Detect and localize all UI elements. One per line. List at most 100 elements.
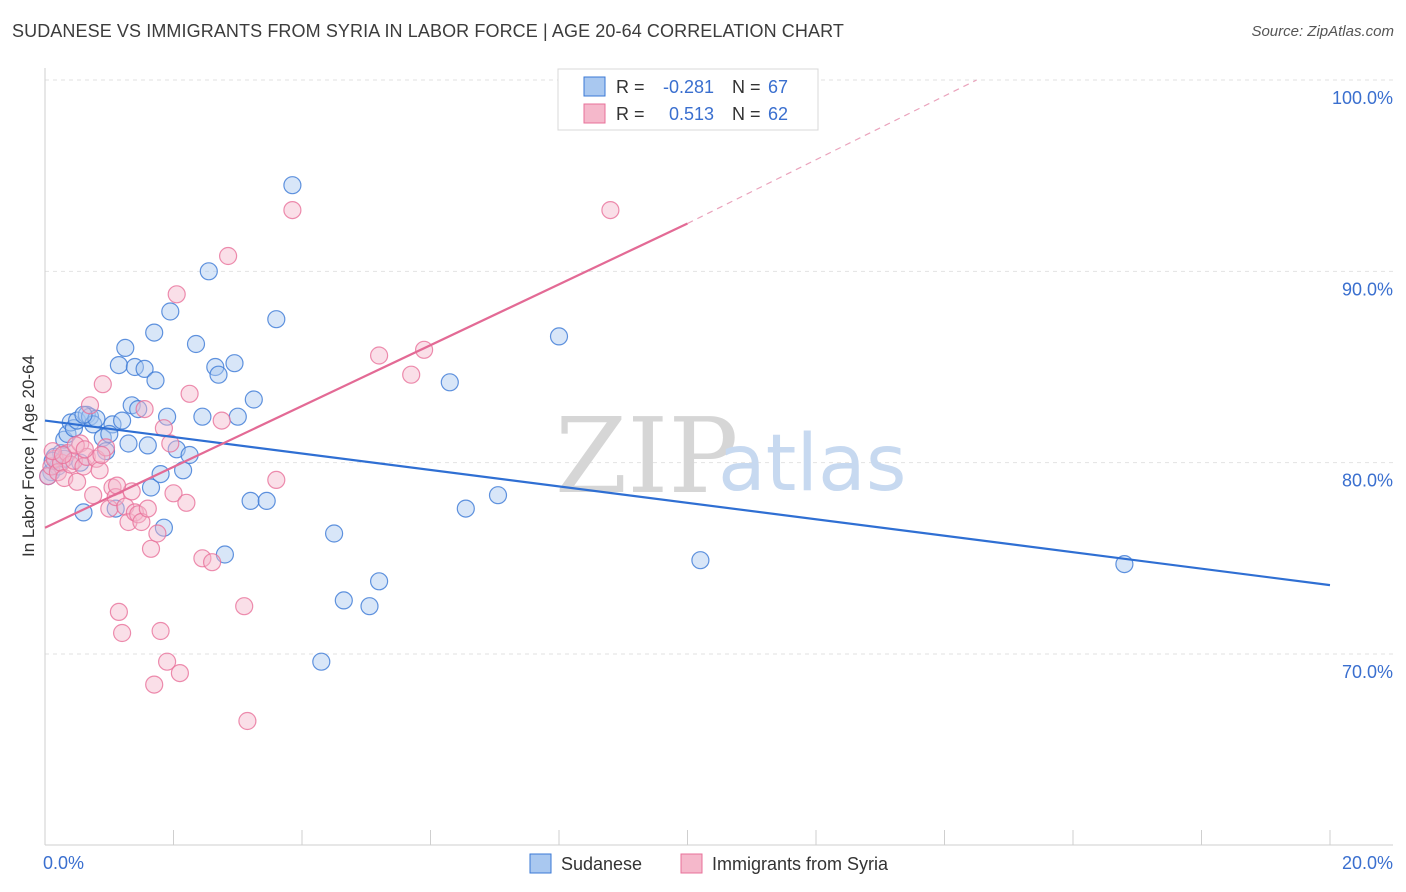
bottom-legend-label-sudanese: Sudanese xyxy=(561,854,642,874)
syria-point-16 xyxy=(90,461,109,480)
syria-point-45 xyxy=(203,553,222,572)
syria-point-52 xyxy=(370,346,389,365)
bottom-legend-swatch-sudanese xyxy=(529,853,552,874)
syria-point-32 xyxy=(141,539,161,558)
syria-point-41 xyxy=(170,663,189,683)
legend-r-label-1: R = xyxy=(616,77,645,97)
sudanese-point-50 xyxy=(283,176,302,195)
y-tick-label-100: 100.0% xyxy=(1332,88,1393,108)
syria-point-19 xyxy=(100,499,119,518)
sudanese-point-49 xyxy=(267,310,286,329)
sudanese-point-38 xyxy=(186,334,206,354)
sudanese-point-28 xyxy=(141,478,161,497)
syria-point-37 xyxy=(158,652,177,671)
sudanese-point-45 xyxy=(228,407,247,426)
bottom-legend: Sudanese Immigrants from Syria xyxy=(529,853,889,874)
sudanese-point-21 xyxy=(116,338,135,357)
sudanese-point-42 xyxy=(209,365,228,384)
sudanese-point-34 xyxy=(161,302,180,321)
y-tick-label-90: 90.0% xyxy=(1342,279,1393,299)
syria-point-60 xyxy=(92,445,111,465)
trend-lines xyxy=(44,79,1331,587)
sudanese-point-44 xyxy=(225,354,244,373)
y-tick-label-80: 80.0% xyxy=(1342,471,1393,491)
series-syria-points xyxy=(39,201,620,731)
legend-swatch-pink xyxy=(583,103,606,124)
sudanese-point-29 xyxy=(145,323,164,342)
legend-r-value-2: 0.513 xyxy=(669,104,714,124)
sudanese-point-59 xyxy=(549,327,569,346)
syria-point-0 xyxy=(39,467,58,486)
legend-box: R = -0.281 N = 67 R = 0.513 N = 62 xyxy=(557,68,819,131)
legend-n-value-2: 62 xyxy=(768,104,788,124)
syria-point-9 xyxy=(67,472,87,491)
syria-point-48 xyxy=(235,597,254,616)
sudanese-point-57 xyxy=(456,499,475,518)
sudanese-point-39 xyxy=(193,407,212,426)
syria-point-35 xyxy=(151,621,170,641)
syria-point-49 xyxy=(238,711,257,731)
sudanese-point-30 xyxy=(146,371,165,390)
legend-n-label-2: N = xyxy=(732,104,761,124)
syria-point-17 xyxy=(93,375,112,394)
syria-point-39 xyxy=(164,484,183,503)
sudanese-point-56 xyxy=(440,373,459,392)
syria-point-38 xyxy=(161,434,180,453)
syria-point-47 xyxy=(219,246,238,266)
sudanese-point-33 xyxy=(158,407,177,426)
sudanese-point-51 xyxy=(312,652,331,671)
syria-point-31 xyxy=(138,499,157,518)
syria-point-22 xyxy=(109,602,129,622)
syria-point-40 xyxy=(167,285,186,304)
syria-point-25 xyxy=(119,512,138,532)
chart-title: SUDANESE VS IMMIGRANTS FROM SYRIA IN LAB… xyxy=(12,21,844,41)
syria-point-57 xyxy=(53,445,73,465)
syria-point-33 xyxy=(145,675,164,694)
syria-point-50 xyxy=(267,470,286,489)
legend-r-value-1: -0.281 xyxy=(663,77,714,97)
sudanese-point-46 xyxy=(241,491,260,510)
trend-line-syria-extension xyxy=(687,79,977,225)
sudanese-point-40 xyxy=(199,262,218,281)
syria-point-42 xyxy=(177,493,196,512)
sudanese-point-55 xyxy=(370,572,389,591)
syria-point-46 xyxy=(212,411,231,430)
syria-point-54 xyxy=(415,340,434,359)
x-tick-label-right: 20.0% xyxy=(1342,853,1393,873)
legend-r-label-2: R = xyxy=(616,104,645,124)
sudanese-point-19 xyxy=(109,356,129,375)
sudanese-point-20 xyxy=(112,411,132,430)
syria-point-53 xyxy=(402,365,421,384)
syria-point-51 xyxy=(283,201,302,220)
sudanese-point-26 xyxy=(135,359,154,378)
y-tick-label-70: 70.0% xyxy=(1342,662,1393,682)
syria-point-56 xyxy=(43,442,62,461)
trend-line-syria xyxy=(44,222,688,529)
sudanese-point-22 xyxy=(119,434,138,453)
y-tick-labels: 100.0% 90.0% 80.0% 70.0% xyxy=(1332,88,1393,682)
sudanese-point-13 xyxy=(84,415,103,434)
sudanese-point-27 xyxy=(138,436,157,455)
sudanese-point-60 xyxy=(691,551,710,570)
syria-point-44 xyxy=(193,549,212,568)
syria-point-55 xyxy=(601,201,620,220)
sudanese-point-47 xyxy=(244,390,263,409)
syria-point-34 xyxy=(148,524,167,543)
sudanese-point-52 xyxy=(325,524,344,543)
y-axis-title: In Labor Force | Age 20-64 xyxy=(19,355,38,557)
sudanese-point-25 xyxy=(129,400,148,419)
syria-point-58 xyxy=(66,436,85,455)
sudanese-point-48 xyxy=(257,491,276,510)
legend-n-value-1: 67 xyxy=(768,77,788,97)
sudanese-point-53 xyxy=(334,591,353,610)
sudanese-point-54 xyxy=(360,597,379,616)
legend-n-label-1: N = xyxy=(732,77,761,97)
legend-swatch-blue xyxy=(583,76,606,97)
syria-point-30 xyxy=(135,400,154,419)
syria-point-59 xyxy=(75,440,94,459)
sudanese-point-58 xyxy=(488,486,508,505)
watermark-atlas: atlas xyxy=(718,419,907,509)
syria-point-23 xyxy=(112,623,132,643)
syria-point-43 xyxy=(180,384,199,403)
